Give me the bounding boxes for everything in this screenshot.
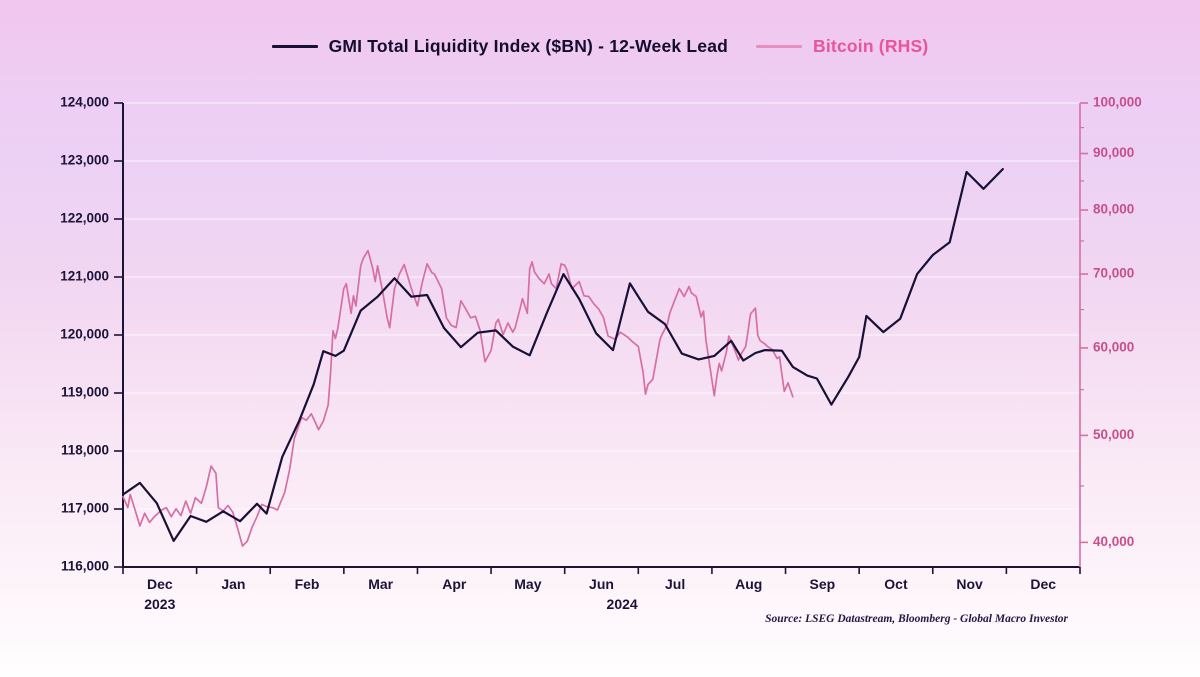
left-axis-tick-label: 118,000 bbox=[61, 443, 109, 458]
month-label: Oct bbox=[884, 576, 908, 592]
source-note: Source: LSEG Datastream, Bloomberg - Glo… bbox=[765, 613, 1068, 625]
gmi-line-sample bbox=[271, 45, 318, 48]
right-axis-tick-label: 60,000 bbox=[1093, 340, 1134, 355]
month-label: Feb bbox=[295, 576, 320, 592]
month-label: Sep bbox=[810, 576, 836, 592]
month-label: May bbox=[514, 576, 541, 592]
bitcoin-line-sample bbox=[756, 45, 803, 48]
month-label: Jul bbox=[665, 576, 685, 592]
left-axis-tick-label: 116,000 bbox=[61, 559, 109, 574]
left-axis-tick-label: 119,000 bbox=[61, 385, 109, 400]
bitcoin-legend-label: Bitcoin (RHS) bbox=[813, 36, 929, 56]
left-axis-tick-label: 120,000 bbox=[60, 327, 109, 342]
month-label: Apr bbox=[442, 576, 467, 592]
year-label: 2024 bbox=[607, 596, 638, 612]
left-axis-tick-label: 122,000 bbox=[60, 211, 109, 226]
month-label: Aug bbox=[735, 576, 762, 592]
month-label: Jan bbox=[221, 576, 245, 592]
right-axis-tick-label: 90,000 bbox=[1093, 145, 1134, 160]
left-axis-tick-label: 123,000 bbox=[60, 153, 109, 168]
year-label: 2023 bbox=[144, 596, 175, 612]
left-axis-tick-label: 124,000 bbox=[60, 95, 109, 110]
right-axis-tick-label: 50,000 bbox=[1093, 427, 1134, 442]
month-label: Mar bbox=[368, 576, 393, 592]
right-axis-tick-label: 80,000 bbox=[1093, 202, 1134, 217]
legend-item-bitcoin: Bitcoin (RHS) bbox=[756, 36, 928, 57]
month-label: Dec bbox=[1030, 576, 1056, 592]
left-axis-tick-label: 121,000 bbox=[60, 269, 109, 284]
gmi-legend-label: GMI Total Liquidity Index ($BN) - 12-Wee… bbox=[328, 36, 729, 56]
legend-item-gmi: GMI Total Liquidity Index ($BN) - 12-Wee… bbox=[271, 36, 729, 57]
gmi-liquidity-line bbox=[121, 168, 1004, 543]
right-axis-tick-label: 100,000 bbox=[1093, 95, 1142, 110]
right-axis-tick-label: 40,000 bbox=[1093, 534, 1134, 549]
month-label: Nov bbox=[956, 576, 983, 592]
left-axis-tick-label: 117,000 bbox=[61, 501, 109, 516]
month-label: Dec bbox=[147, 576, 173, 592]
bitcoin-line bbox=[122, 249, 794, 547]
chart-legend: GMI Total Liquidity Index ($BN) - 12-Wee… bbox=[0, 36, 1200, 57]
month-label: Jun bbox=[589, 576, 614, 592]
right-axis-tick-label: 70,000 bbox=[1093, 266, 1134, 281]
